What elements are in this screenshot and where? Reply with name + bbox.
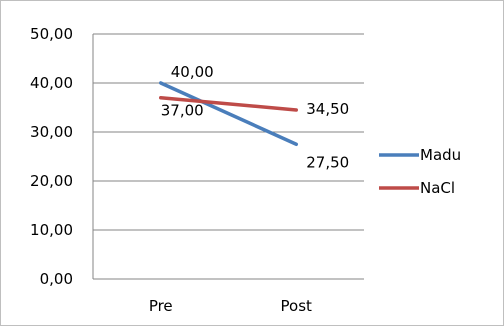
data-label-nacl: 37,00 xyxy=(161,102,204,120)
y-axis-tick-labels: 0,00 10,00 20,00 30,00 40,00 50,00 xyxy=(30,25,73,288)
y-tick-label: 30,00 xyxy=(30,123,73,141)
data-labels: 40,00 27,50 37,00 34,50 xyxy=(161,63,349,171)
y-tick-label: 20,00 xyxy=(30,172,73,190)
data-label-nacl: 34,50 xyxy=(306,100,349,118)
y-tick-label: 10,00 xyxy=(30,221,73,239)
series-line-madu xyxy=(159,81,298,146)
x-tick-label: Pre xyxy=(149,297,173,315)
series-line-nacl xyxy=(159,95,298,112)
y-tick-label: 50,00 xyxy=(30,25,73,43)
y-tick-label: 0,00 xyxy=(40,270,73,288)
y-tick-label: 40,00 xyxy=(30,74,73,92)
data-label-madu: 40,00 xyxy=(171,63,214,81)
legend-label-nacl: NaCl xyxy=(420,179,455,197)
series-lines xyxy=(159,81,298,146)
x-axis-tick-labels: Pre Post xyxy=(149,297,312,315)
gridlines xyxy=(92,33,364,280)
data-label-madu: 27,50 xyxy=(306,153,349,171)
legend-label-madu: Madu xyxy=(420,146,461,164)
x-tick-label: Post xyxy=(281,297,313,315)
legend: Madu NaCl xyxy=(379,146,461,197)
